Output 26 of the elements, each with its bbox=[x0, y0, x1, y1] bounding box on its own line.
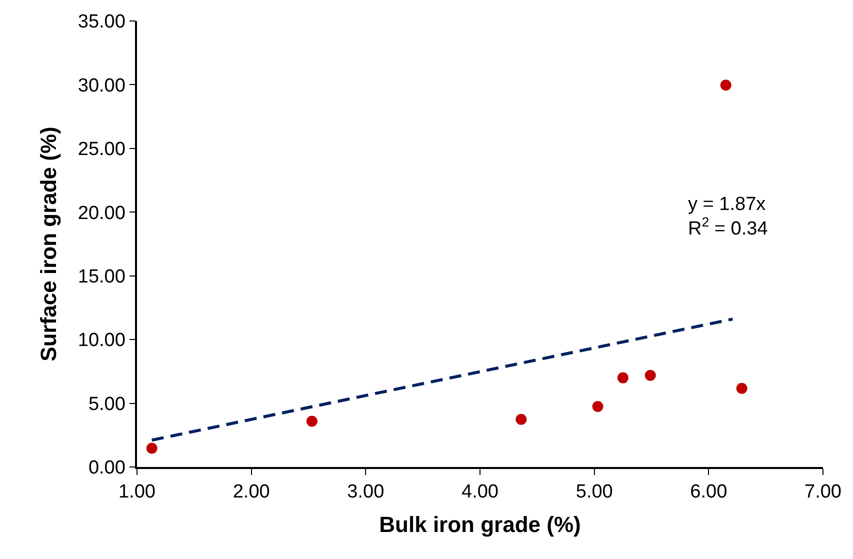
point bbox=[306, 416, 318, 427]
x-tick-label: 1.00 bbox=[118, 482, 156, 503]
point bbox=[516, 414, 527, 425]
y-tick-label: 15.00 bbox=[78, 266, 126, 288]
y-tick-label: 20.00 bbox=[78, 202, 126, 224]
y-tick-label: 30.00 bbox=[78, 75, 126, 96]
point bbox=[592, 400, 604, 412]
x-axis-title: Bulk iron grade (%) bbox=[379, 512, 581, 537]
y-tick-label: 0.00 bbox=[88, 458, 126, 479]
x-tick-label: 6.00 bbox=[690, 482, 728, 503]
y-tick-label: 25.00 bbox=[78, 139, 126, 160]
y-tick-label: 5.00 bbox=[88, 394, 126, 415]
x-tick-label: 7.00 bbox=[804, 482, 842, 503]
annotation: y = 1.87x R$^{2}$ = 0.34 bbox=[688, 194, 768, 240]
point bbox=[720, 80, 732, 91]
y-axis-title: Surface iron grade (%) bbox=[36, 126, 62, 362]
point bbox=[644, 370, 656, 381]
point bbox=[617, 372, 628, 384]
y-tick-label: 10.00 bbox=[78, 330, 126, 352]
y-tick-label: 35.00 bbox=[78, 12, 126, 33]
x-tick-label: 2.00 bbox=[232, 482, 270, 503]
x-tick-label: 4.00 bbox=[462, 482, 498, 503]
point bbox=[736, 382, 748, 394]
point bbox=[146, 442, 158, 454]
x-tick-label: 5.00 bbox=[576, 482, 613, 503]
x-tick-label: 3.00 bbox=[347, 482, 384, 503]
